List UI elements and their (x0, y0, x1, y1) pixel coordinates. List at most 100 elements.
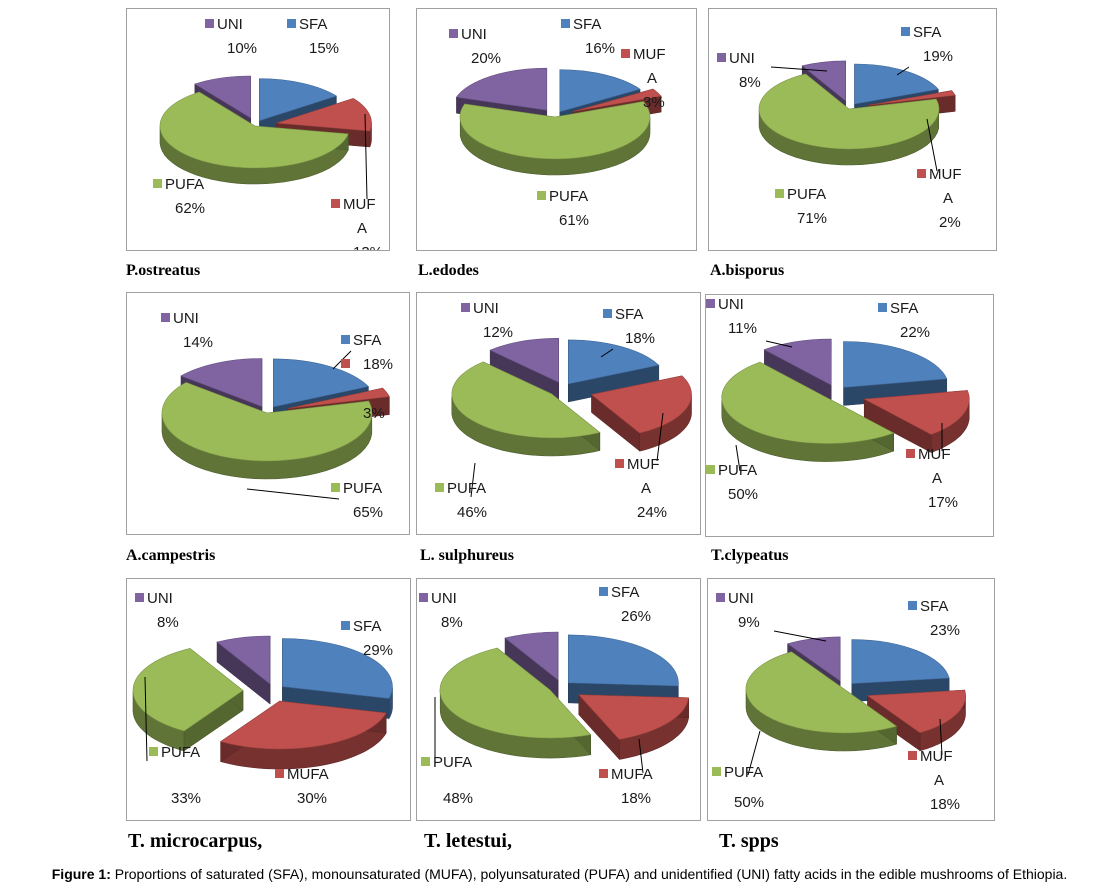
data-label-name-sfa: SFA (299, 16, 327, 33)
legend-key-mufa (599, 769, 608, 778)
legend-key-pufa (149, 747, 158, 756)
pie-chart-t-clypeatus: SFA 22% MUF A 17% PUFA 50% UNI 11% (706, 296, 970, 511)
data-label-mufa: MUFA 13% (331, 196, 383, 250)
legend-key-uni (449, 29, 458, 38)
species-name-a-campestris: A.campestris (126, 547, 216, 564)
pie-slice-uni (455, 67, 548, 111)
data-label-value-pufa: 46% (457, 504, 487, 521)
legend-key-sfa (341, 335, 350, 344)
data-label-name-sfa: SFA (353, 332, 381, 349)
data-label-mufa: MUF A 3% (621, 46, 666, 111)
data-label-value-mufa: 18% (930, 796, 960, 813)
leader-line-pufa (470, 462, 476, 498)
pie-slice-pufa (161, 382, 373, 462)
data-label-name-pufa: PUFA (165, 176, 204, 193)
data-label-name-uni: UNI (729, 50, 755, 67)
pie-slice-uni (180, 358, 263, 407)
pie-slice-sfa (259, 78, 338, 122)
figure-caption: Figure 1: Proportions of saturated (SFA)… (0, 866, 1119, 882)
data-label-uni: UNI 8% (717, 50, 761, 91)
leader-line-mufa (926, 118, 938, 172)
data-label-uni: UNI 10% (205, 16, 257, 57)
data-label-value-pufa: 50% (734, 794, 764, 811)
leader-line-sfa (896, 66, 910, 76)
pie-slice-sfa (843, 341, 948, 388)
legend-key-pufa (153, 179, 162, 188)
data-label-value-mufa: 3% (643, 94, 665, 111)
data-label-value-mufa: 24% (637, 504, 667, 521)
pie-slice-uni (504, 631, 559, 681)
leader-line-uni (773, 630, 827, 642)
data-label-value-sfa: 26% (621, 608, 651, 625)
data-label-name-sfa: SFA (920, 598, 948, 615)
pie-slice-sfa (568, 339, 660, 385)
data-label-name-mufa: MUFA (611, 766, 653, 783)
data-label-pufa: PUFA 33% (149, 744, 201, 807)
data-label-value-mufa: 2% (939, 214, 961, 231)
data-label-value-pufa: 65% (353, 504, 383, 521)
legend-key-mufa (906, 449, 915, 458)
data-label-pufa: PUFA 46% (435, 480, 487, 521)
pie-chart-t-letestui: SFA 26% MUFA 18% PUFA 48% UNI 8% (419, 584, 689, 807)
pie-panel-l-sulphureus: SFA 18% MUF A 24% PUFA 46% UNI 12% (416, 292, 701, 535)
data-label-mufa: MUFA 30% (275, 766, 329, 807)
data-label-value-mufa: 3% (363, 405, 385, 422)
data-label-uni: UNI 8% (419, 590, 463, 631)
pie-slice-pufa (451, 361, 601, 439)
data-label-name-pufa: PUFA (724, 764, 763, 781)
data-label-name-sfa: SFA (615, 306, 643, 323)
data-label-value-sfa: 29% (363, 642, 393, 659)
pie-chart-l-sulphureus: SFA 18% MUF A 24% PUFA 46% UNI 12% (435, 300, 692, 521)
pie-slices-p-ostreatus (159, 75, 372, 169)
legend-key-pufa (706, 465, 715, 474)
pie-panel-a-campestris: SFA 18% 3% PUFA 65% UNI 14% (126, 292, 410, 535)
pie-slice-mufa (287, 387, 390, 409)
legend-key-pufa (775, 189, 784, 198)
data-label-value-sfa: 22% (900, 324, 930, 341)
data-label-value-uni: 12% (483, 324, 513, 341)
pie-panel-t-letestui: SFA 26% MUFA 18% PUFA 48% UNI 8% (416, 578, 701, 821)
data-label-pufa: PUFA 62% (153, 176, 205, 217)
leader-line-pufa (246, 488, 340, 500)
data-label-name-pufa: PUFA (433, 754, 472, 771)
data-label-value-pufa: 48% (443, 790, 473, 807)
legend-key-pufa (537, 191, 546, 200)
pie-panel-t-microcarpus: SFA 29% MUFA 30% PUFA 33% UNI 8% (126, 578, 411, 821)
pie-slices-t-clypeatus (721, 338, 970, 444)
data-label-name-pufa: PUFA (549, 188, 588, 205)
legend-key-mufa (341, 359, 350, 368)
leader-line-sfa (600, 348, 614, 358)
legend-key-uni (717, 53, 726, 62)
data-label-name-uni: UNI (718, 296, 744, 313)
legend-key-sfa (603, 309, 612, 318)
data-label-value-sfa: 19% (923, 48, 953, 65)
pie-slices-t-microcarpus (132, 635, 393, 750)
pie-slice-sfa (559, 69, 641, 113)
leader-line-uni (770, 66, 828, 72)
legend-key-mufa (275, 769, 284, 778)
pie-panel-l-edodes: SFA 16% MUF A 3% PUFA 61% UNI 20% (416, 8, 697, 251)
leader-line-pufa (747, 730, 761, 776)
pie-slice-uni (216, 635, 271, 685)
pie-slice-pufa (721, 361, 895, 444)
leader-line-uni (765, 340, 793, 348)
data-label-name-pufa: PUFA (161, 744, 200, 761)
data-label-mufa: 3% (341, 359, 385, 422)
leader-line-pufa (144, 676, 148, 762)
species-name-t-clypeatus: T.clypeatus (711, 547, 789, 564)
data-label-name-sfa: SFA (573, 16, 601, 33)
data-label-sfa: SFA 18% (603, 306, 655, 347)
pie-slices-l-edodes (455, 67, 662, 160)
pie-slice-mufa (590, 375, 692, 434)
data-label-name-mufa: MUFA (287, 766, 329, 783)
species-name-l-sulphureus: L. sulphureus (420, 547, 514, 564)
pie-panel-p-ostreatus: SFA 15% MUFA 13% PUFA 62% UNI 10% (126, 8, 390, 251)
data-label-sfa: SFA 18% (341, 332, 393, 373)
data-label-pufa: PUFA 61% (537, 188, 589, 229)
pie-slice-uni (194, 75, 252, 119)
data-label-name-uni: UNI (461, 26, 487, 43)
data-label-sfa: SFA 29% (341, 618, 393, 659)
